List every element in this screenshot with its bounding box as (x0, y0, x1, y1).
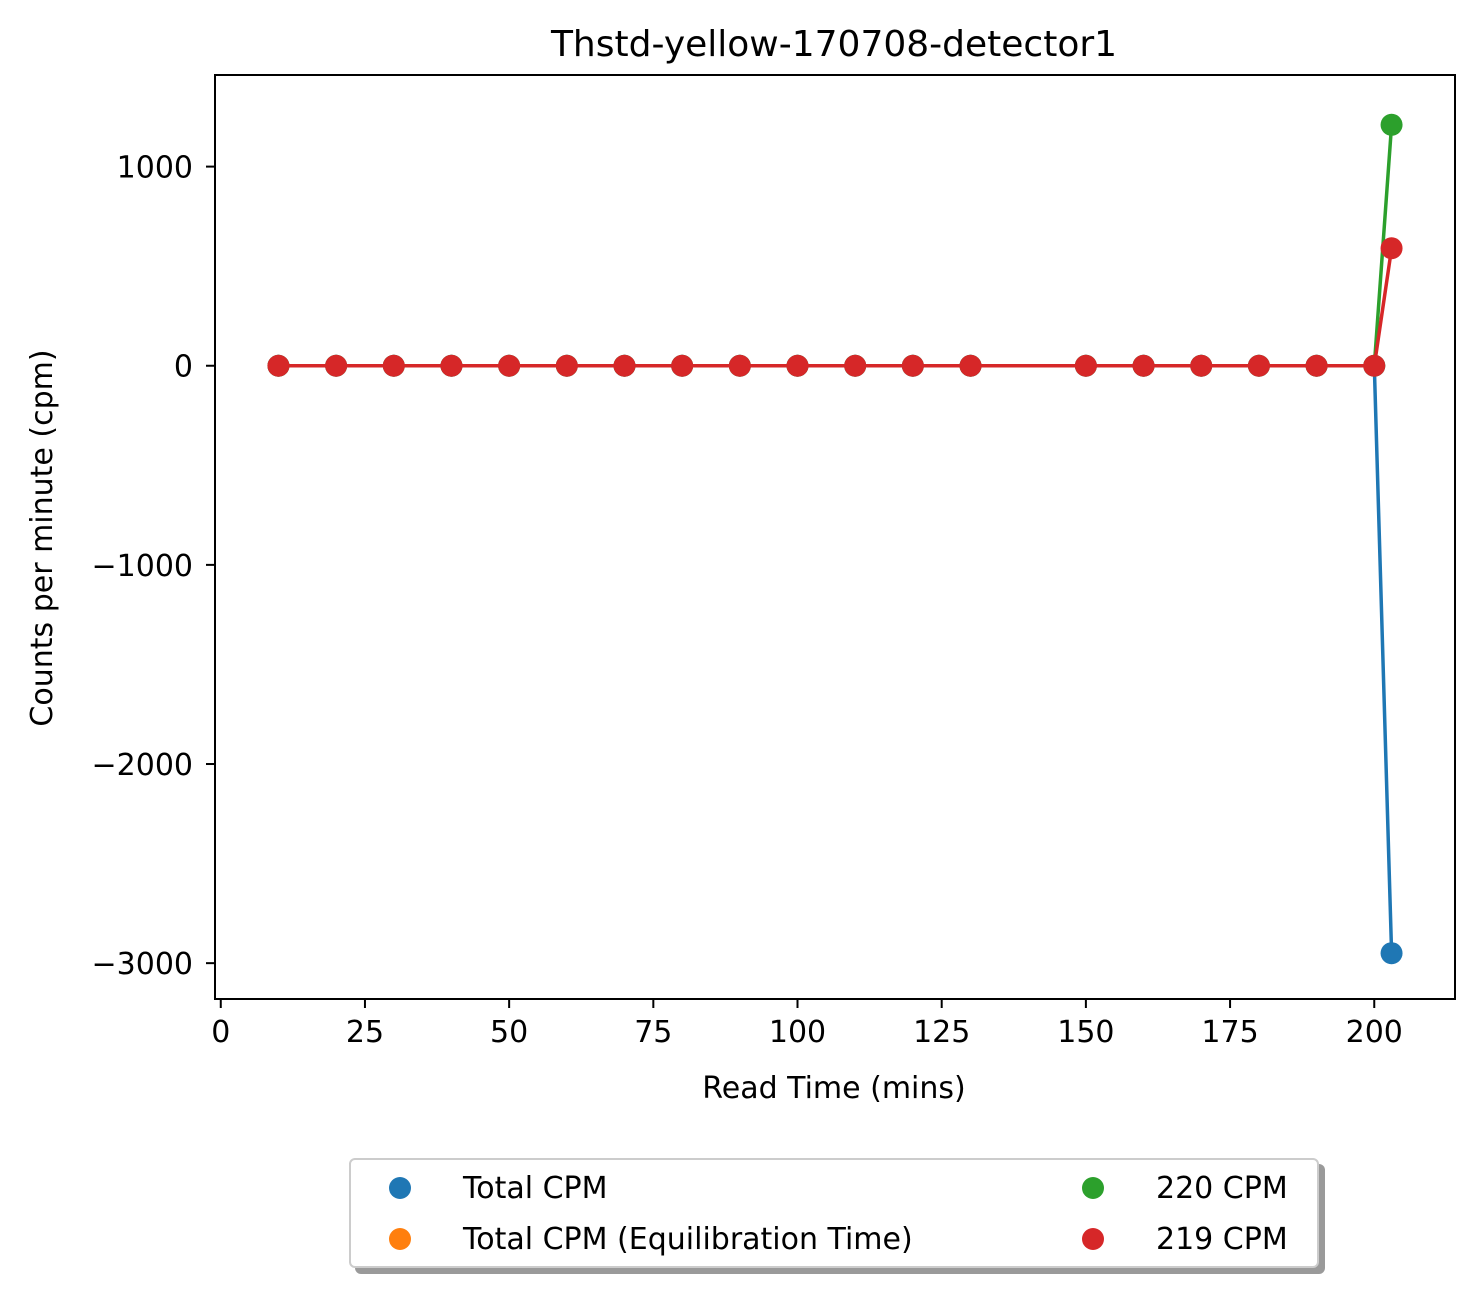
plot-area-frame (214, 74, 1456, 1000)
legend-label-total-cpm: Total CPM (463, 1170, 608, 1206)
series-3-point (613, 354, 636, 377)
series-2-point (1380, 113, 1403, 136)
x-tick-label: 50 (490, 1015, 528, 1050)
x-tick-label: 25 (346, 1015, 384, 1050)
legend-entry-total-cpm: Total CPM (389, 1168, 608, 1208)
series-3-point (498, 354, 521, 377)
series-3-point (325, 354, 348, 377)
legend-entry-219-cpm: 219 CPM (1082, 1219, 1288, 1259)
series-3-point (844, 354, 867, 377)
chart: Thstd-yellow-170708-detector1 Counts per… (25, 24, 1456, 1106)
x-tick-label: 0 (211, 1015, 230, 1050)
series-3-point (728, 354, 751, 377)
legend-marker-220-cpm (1082, 1177, 1104, 1199)
series-3-point (555, 354, 578, 377)
series-3-line (278, 248, 1394, 368)
legend-marker-total-cpm (389, 1177, 411, 1199)
series-3-point (959, 354, 982, 377)
y-tick-label: −1000 (92, 549, 193, 584)
series-2-line (278, 124, 1394, 368)
series-3-point (786, 354, 809, 377)
legend-label-219-cpm: 219 CPM (1156, 1221, 1288, 1257)
legend-entry-total-cpm-equilibration: Total CPM (Equilibration Time) (389, 1219, 913, 1259)
series-3-point (267, 354, 290, 377)
x-tick-label: 150 (1057, 1015, 1114, 1050)
series-3-point (1247, 354, 1270, 377)
series-3-point (671, 354, 694, 377)
legend-label-total-cpm-equilibration: Total CPM (Equilibration Time) (463, 1221, 913, 1257)
series-3-point (1132, 354, 1155, 377)
series-3-point (1190, 354, 1213, 377)
y-axis-label: Counts per minute (cpm) (25, 349, 60, 726)
x-tick-label: 75 (634, 1015, 672, 1050)
legend-marker-219-cpm (1082, 1228, 1104, 1250)
x-tick-label: 200 (1346, 1015, 1403, 1050)
series-3-point (1380, 237, 1403, 260)
legend: Total CPM Total CPM (Equilibration Time)… (349, 1158, 1319, 1268)
series-0-point (1380, 942, 1403, 965)
x-tick-label: 175 (1201, 1015, 1258, 1050)
x-tick-label: 125 (913, 1015, 970, 1050)
series-3-point (901, 354, 924, 377)
chart-title: Thstd-yellow-170708-detector1 (550, 24, 1117, 65)
legend-label-220-cpm: 220 CPM (1156, 1170, 1288, 1206)
y-tick-label: −2000 (92, 748, 193, 783)
series-0-line (278, 363, 1394, 954)
x-axis-label: Read Time (mins) (702, 1071, 965, 1106)
y-tick-label: 0 (174, 350, 193, 385)
y-tick-label: −3000 (92, 947, 193, 982)
legend-marker-total-cpm-equilibration (389, 1228, 411, 1250)
legend-entry-220-cpm: 220 CPM (1082, 1168, 1288, 1208)
series-3-point (1305, 354, 1328, 377)
x-tick-label: 100 (769, 1015, 826, 1050)
series-3-point (382, 354, 405, 377)
series-3-point (440, 354, 463, 377)
y-tick-label: 1000 (117, 151, 193, 186)
series-3-point (1074, 354, 1097, 377)
series-3-point (1363, 354, 1386, 377)
